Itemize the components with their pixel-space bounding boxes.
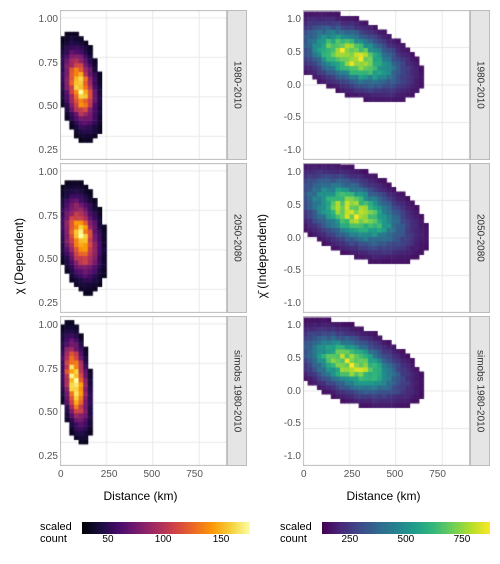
panel-right-0 [303,10,470,160]
legend-ticks-right: 250500750 [322,534,490,545]
panel-left-1 [60,163,227,313]
panel-right-2 [303,316,470,466]
xticks-left: 0250500750 [34,469,247,487]
legend-ticks-left: 50100150 [82,534,250,545]
xticks-right: 0250500750 [277,469,490,487]
strip-2-left: simobs 1980-2010 [227,316,247,466]
xlabel-right: Distance (km) [277,489,490,503]
column-independent: 1.00.50.0-0.5-1.0 1980-2010 1.00.50.0-0.… [277,10,490,503]
panel-left-2 [60,316,227,466]
yticks-left-1: 1.000.750.500.25 [34,163,60,313]
yticks-right-1: 1.00.50.0-0.5-1.0 [277,163,303,313]
legends: scaled count 50100150 scaled count 25050… [10,521,490,545]
y-axis-label-left: χ (Dependent) [10,10,28,503]
yticks-left-0: 1.000.750.500.25 [34,10,60,160]
yticks-right-2: 1.00.50.0-0.5-1.0 [277,316,303,466]
xlabel-left: Distance (km) [34,489,247,503]
yticks-left-2: 1.000.750.500.25 [34,316,60,466]
strip-0-right: 1980-2010 [470,10,490,160]
strip-2-right: simobs 1980-2010 [470,316,490,466]
strip-1-left: 2050-2080 [227,163,247,313]
strip-0-left: 1980-2010 [227,10,247,160]
y-axis-label-right: χ̄ (Independent) [253,10,271,503]
facet-grid: χ (Dependent) 1.000.750.500.25 1980-2010… [10,10,490,503]
yticks-right-0: 1.00.50.0-0.5-1.0 [277,10,303,160]
strip-1-right: 2050-2080 [470,163,490,313]
panel-left-0 [60,10,227,160]
legend-left: scaled count 50100150 [40,521,250,545]
legend-right: scaled count 250500750 [280,521,490,545]
legend-bar-viridis [322,522,490,534]
panel-right-1 [303,163,470,313]
column-dependent: 1.000.750.500.25 1980-2010 1.000.750.500… [34,10,247,503]
legend-bar-inferno [82,522,250,534]
